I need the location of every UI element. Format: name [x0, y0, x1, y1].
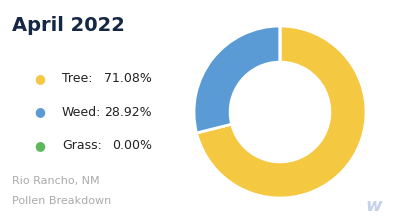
Text: ●: ●	[34, 139, 46, 152]
Text: 28.92%: 28.92%	[104, 106, 152, 118]
Text: Pollen Breakdown: Pollen Breakdown	[12, 196, 111, 206]
Text: Rio Rancho, NM: Rio Rancho, NM	[12, 176, 100, 186]
Text: w: w	[366, 197, 382, 215]
Text: Grass:: Grass:	[62, 139, 102, 152]
Text: Tree:: Tree:	[62, 72, 92, 85]
Text: ●: ●	[34, 72, 46, 85]
Text: 71.08%: 71.08%	[104, 72, 152, 85]
Text: 0.00%: 0.00%	[112, 139, 152, 152]
Text: April 2022: April 2022	[12, 16, 125, 35]
Wedge shape	[196, 26, 366, 198]
Text: Weed:: Weed:	[62, 106, 101, 118]
Text: ●: ●	[34, 106, 46, 118]
Wedge shape	[194, 26, 280, 133]
